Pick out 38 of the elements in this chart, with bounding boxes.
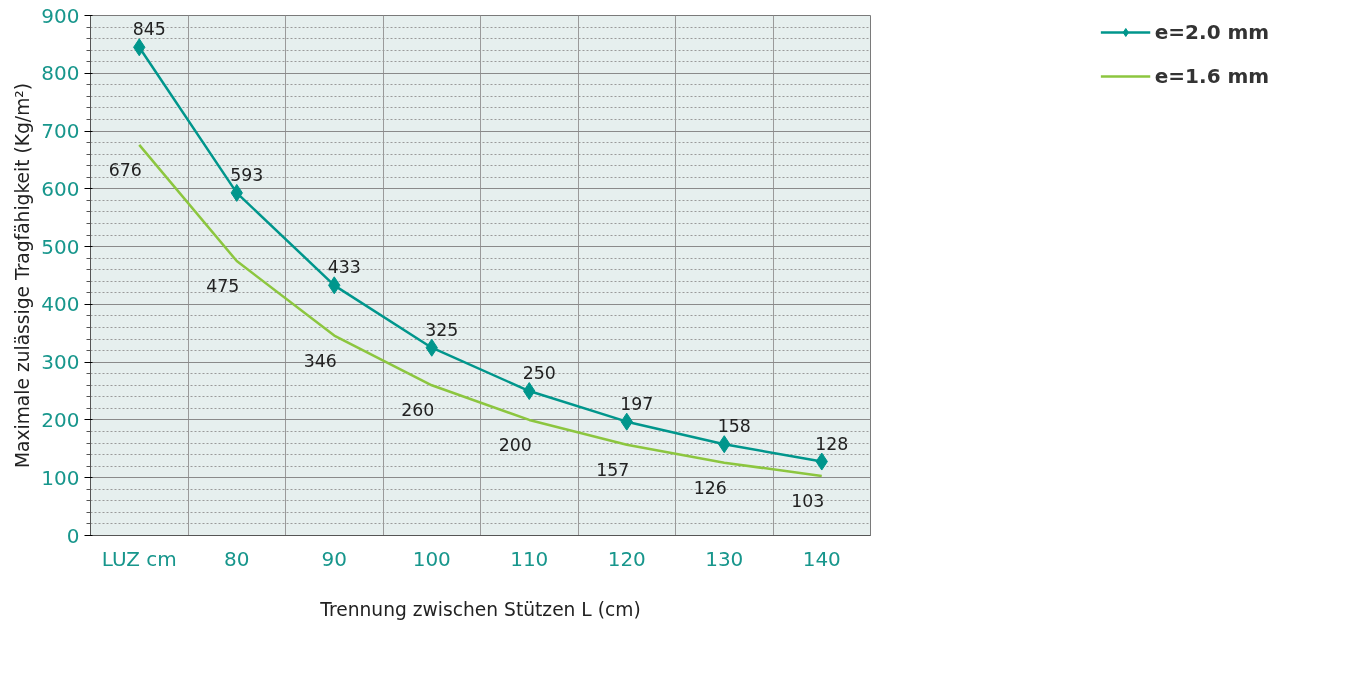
y-axis-title: Maximale zulässige Tragfähigkeit (Kg/m²) bbox=[12, 82, 34, 469]
data-label: 845 bbox=[132, 19, 166, 40]
data-label: 103 bbox=[791, 490, 825, 511]
legend-label: e=2.0 mm bbox=[1154, 20, 1270, 44]
data-label: 433 bbox=[327, 257, 361, 278]
data-label: 126 bbox=[693, 477, 727, 498]
y-tick-label: 700 bbox=[41, 119, 80, 144]
y-tick-label: 900 bbox=[41, 3, 80, 28]
x-axis-title: Trennung zwischen Stützen L (cm) bbox=[319, 598, 641, 620]
y-tick-label: 600 bbox=[41, 176, 80, 201]
data-label: 128 bbox=[815, 433, 849, 454]
data-label: 593 bbox=[230, 164, 264, 185]
data-label: 158 bbox=[717, 416, 751, 437]
x-tick-label: 90 bbox=[321, 546, 347, 571]
x-tick-label: LUZ cm bbox=[101, 546, 177, 571]
y-tick-label: 500 bbox=[41, 234, 80, 259]
x-tick-label: 110 bbox=[510, 546, 549, 571]
y-tick-label: 800 bbox=[41, 61, 80, 86]
data-label: 200 bbox=[498, 434, 532, 455]
y-tick-label: 200 bbox=[41, 407, 80, 432]
x-tick-label: 120 bbox=[607, 546, 646, 571]
x-tick-label: 130 bbox=[705, 546, 744, 571]
x-tick-label: 140 bbox=[802, 546, 841, 571]
data-label: 157 bbox=[596, 459, 630, 480]
y-tick-label: 300 bbox=[41, 350, 80, 375]
legend-label: e=1.6 mm bbox=[1154, 64, 1270, 88]
data-label: 676 bbox=[108, 159, 142, 180]
y-tick-label: 0 bbox=[66, 523, 80, 548]
x-tick-label: 80 bbox=[224, 546, 250, 571]
data-label: 250 bbox=[522, 363, 556, 384]
data-label: 475 bbox=[206, 276, 240, 297]
data-label: 346 bbox=[303, 350, 337, 371]
data-label: 325 bbox=[425, 319, 459, 340]
y-tick-label: 400 bbox=[41, 292, 80, 317]
y-tick-label: 100 bbox=[41, 465, 80, 490]
data-label: 260 bbox=[401, 400, 435, 421]
x-tick-label: 100 bbox=[412, 546, 451, 571]
data-label: 197 bbox=[620, 393, 654, 414]
